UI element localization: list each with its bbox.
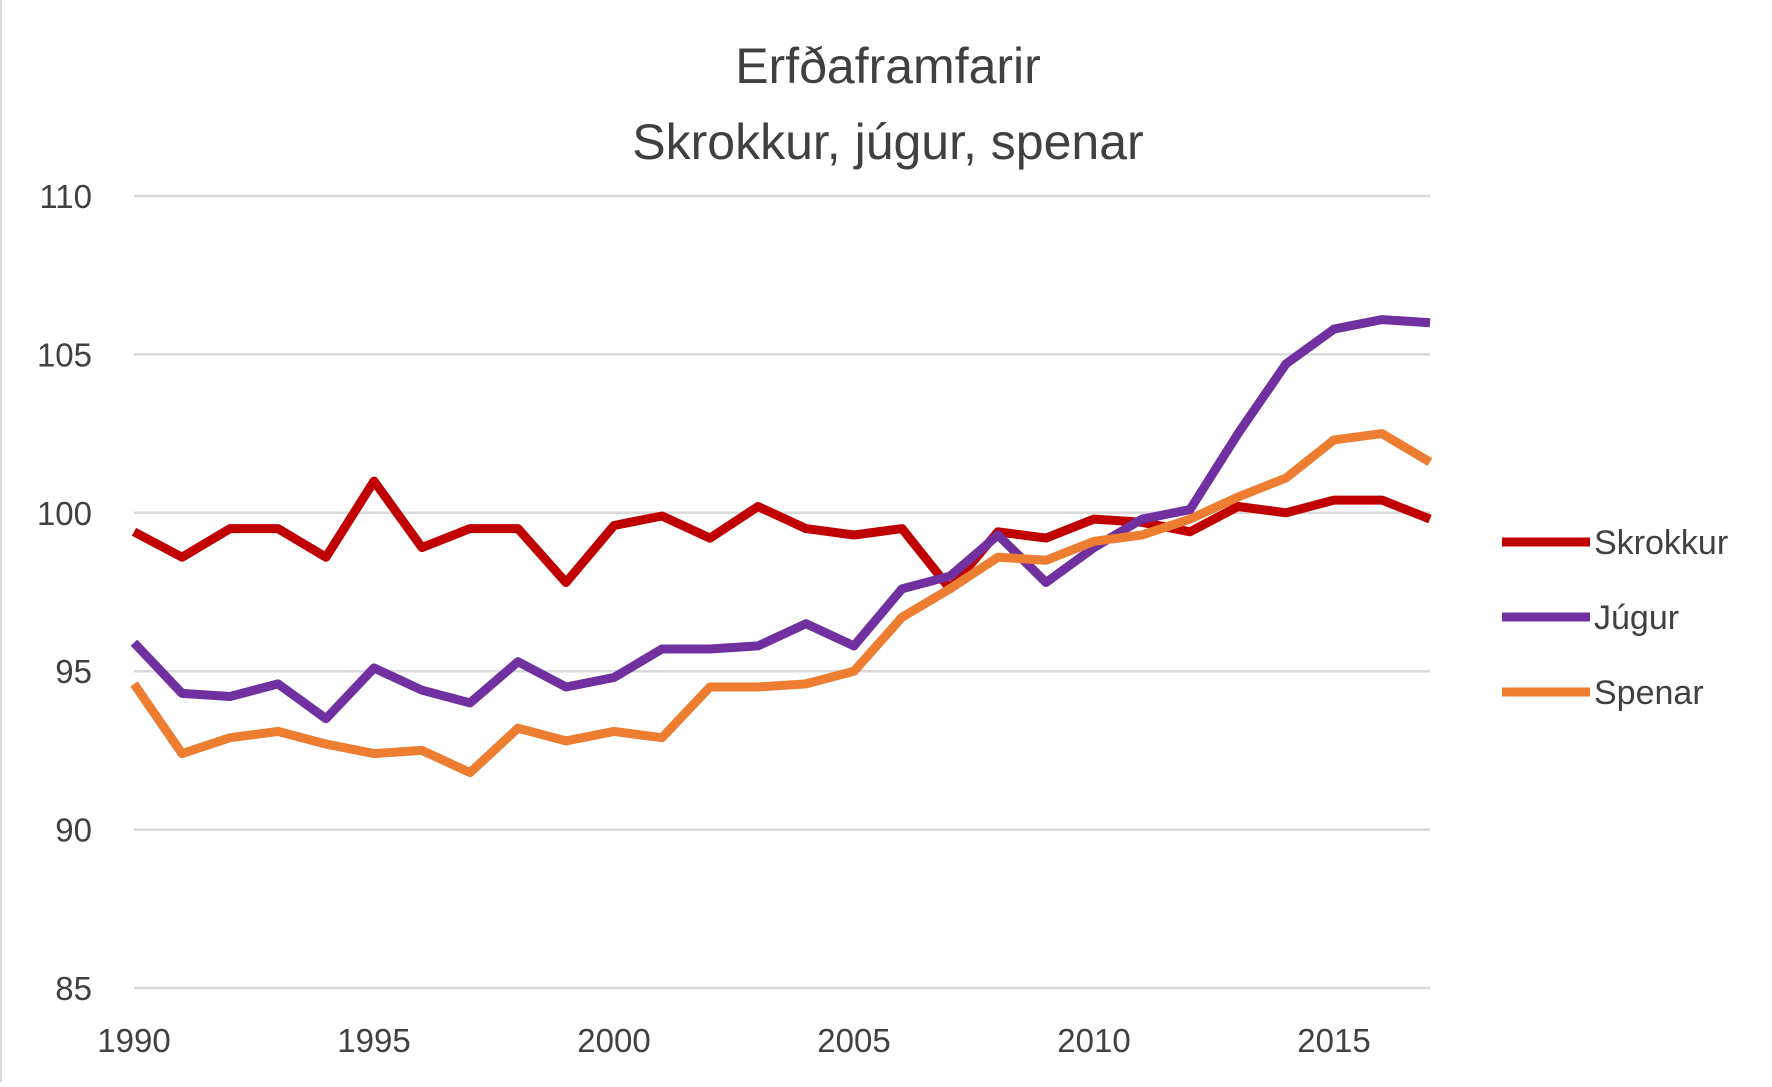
y-tick-label: 100 (37, 495, 92, 532)
legend-label: Skrokkur (1594, 524, 1728, 562)
y-tick-label: 90 (55, 812, 92, 849)
series-line-skrokkur (131, 476, 1432, 594)
x-tick-label: 1990 (97, 1022, 170, 1059)
y-tick-label: 85 (55, 970, 92, 1007)
y-axis-tick-labels: 85 90 95 100 105 110 (37, 178, 92, 1007)
series-line-spenar (130, 429, 1433, 778)
legend-label: Spenar (1594, 674, 1704, 712)
x-tick-label: 2005 (817, 1022, 890, 1059)
gridlines (134, 194, 1430, 990)
x-tick-label: 1995 (337, 1022, 410, 1059)
legend: Skrokkur Júgur Spenar (1502, 524, 1728, 712)
series-lines (130, 315, 1433, 778)
legend-item-spenar: Spenar (1502, 674, 1704, 712)
x-axis-tick-labels: 1990 1995 2000 2005 2010 2015 (97, 1022, 1370, 1059)
x-tick-label: 2010 (1057, 1022, 1130, 1059)
x-tick-label: 2015 (1297, 1022, 1370, 1059)
series-line-júgur (130, 315, 1431, 724)
x-tick-label: 2000 (577, 1022, 650, 1059)
y-tick-label: 105 (37, 336, 92, 373)
legend-item-júgur: Júgur (1502, 599, 1679, 637)
legend-label: Júgur (1594, 599, 1679, 637)
y-tick-label: 95 (55, 653, 92, 690)
chart-title: Erfðaframfarir (735, 38, 1041, 94)
chart-subtitle: Skrokkur, júgur, spenar (632, 114, 1143, 170)
legend-item-skrokkur: Skrokkur (1502, 524, 1728, 562)
y-tick-label: 110 (39, 178, 92, 215)
